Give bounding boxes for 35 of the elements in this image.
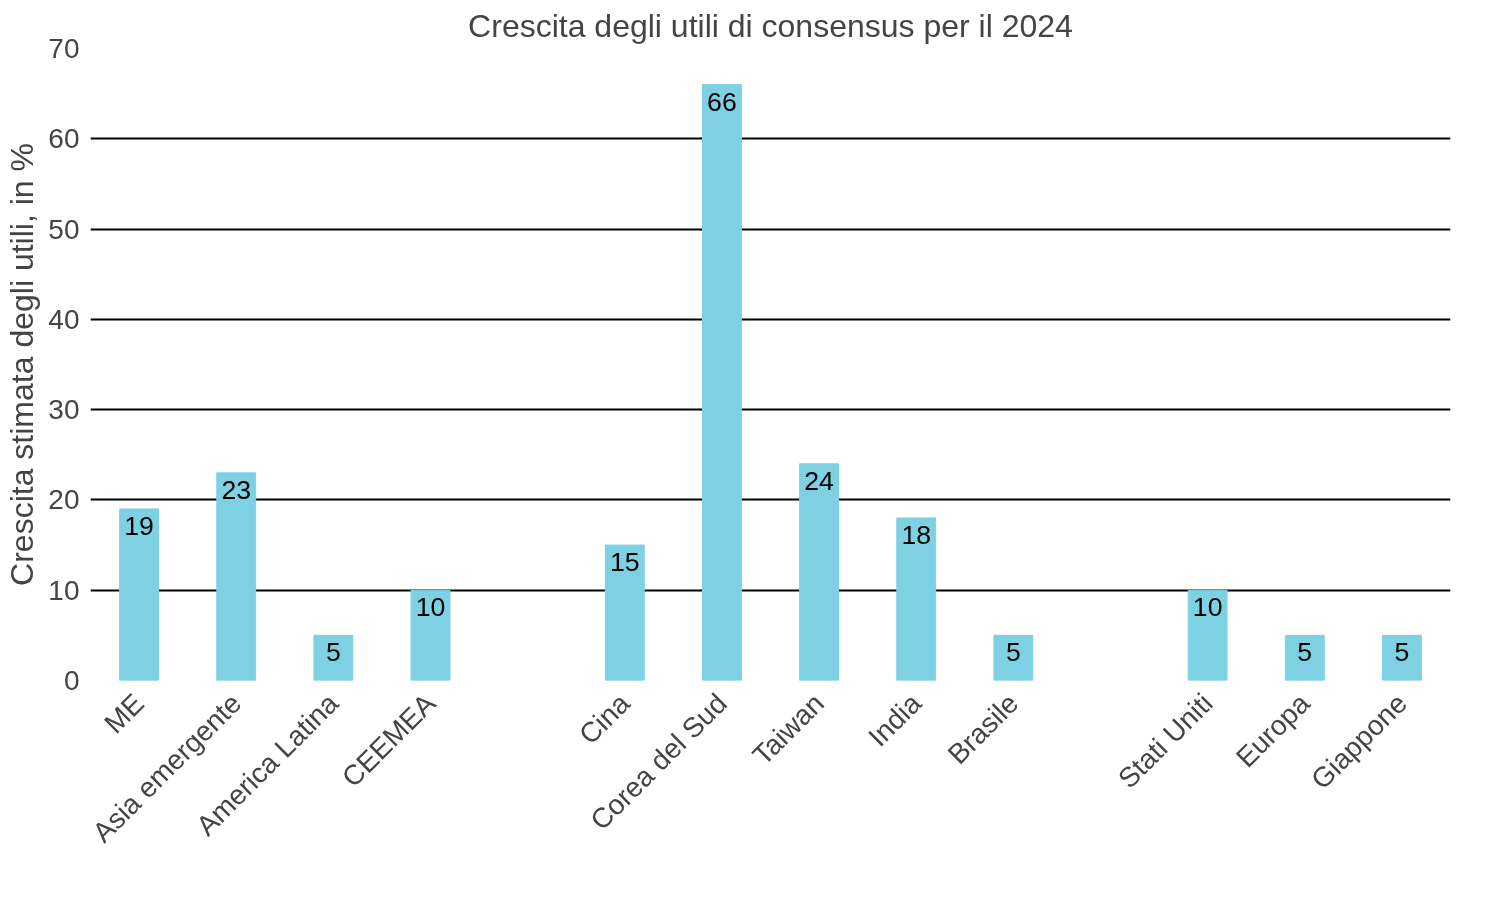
data-label: 18 (901, 519, 932, 550)
data-label: 19 (124, 510, 154, 541)
data-label: 23 (221, 474, 252, 505)
data-label: 66 (707, 86, 737, 117)
bar (702, 84, 742, 681)
data-label: 5 (325, 637, 341, 668)
bar (410, 589, 451, 681)
y-tick-label: 0 (63, 665, 80, 696)
data-label: 5 (1394, 637, 1410, 668)
y-tick-label: 40 (48, 303, 80, 335)
bar (313, 634, 354, 681)
bar (799, 463, 839, 681)
bar (993, 634, 1034, 681)
data-label: 5 (1297, 637, 1313, 668)
y-tick-label: 70 (48, 33, 80, 64)
data-label: 5 (1005, 637, 1021, 668)
data-label: 24 (804, 465, 835, 496)
bar (604, 544, 645, 681)
chart-title: Crescita degli utili di consensus per il 2024 (468, 7, 1073, 44)
bar (216, 472, 257, 681)
data-label: 10 (1192, 592, 1223, 623)
bar (1382, 634, 1422, 681)
bar (1187, 589, 1228, 681)
y-axis-title: Crescita stimata degli utili, in % (4, 143, 41, 586)
y-tick-label: 30 (48, 394, 80, 426)
x-tick-label: Cina (573, 687, 637, 751)
data-label: 15 (609, 547, 640, 578)
data-label: 10 (415, 592, 446, 623)
bar (119, 508, 159, 681)
bar (1284, 634, 1325, 681)
y-tick-label: 10 (48, 574, 80, 606)
bar (896, 517, 937, 681)
y-tick-label: 50 (48, 213, 80, 245)
y-tick-label: 20 (48, 484, 80, 516)
y-tick-label: 60 (48, 123, 80, 155)
